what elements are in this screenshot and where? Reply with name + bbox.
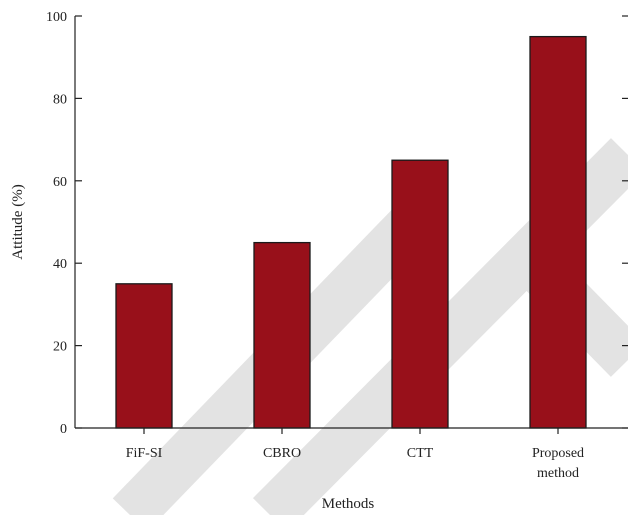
y-tick-label: 100 [46,10,67,25]
y-tick-label: 20 [53,340,67,355]
y-axis-label: Attitude (%) [10,184,26,259]
y-tick-label: 40 [53,257,67,272]
y-axis: 0 20 40 60 80 100 [46,10,628,437]
x-tick-label: CBRO [263,446,301,461]
bar [391,159,449,429]
x-tick-label: FiF-SI [126,446,163,461]
bars-group [115,35,587,429]
bar [529,35,587,429]
x-tick-label: Proposed method [532,446,584,481]
x-tick-label: CTT [407,446,434,461]
bar [253,241,311,429]
x-axis-label: Methods [322,496,375,512]
bar [115,283,173,429]
x-axis: FiF-SI CBRO CTT Proposed method [75,427,628,481]
y-tick-label: 0 [60,422,67,437]
y-tick-label: 80 [53,92,67,107]
y-tick-label: 60 [53,175,67,190]
